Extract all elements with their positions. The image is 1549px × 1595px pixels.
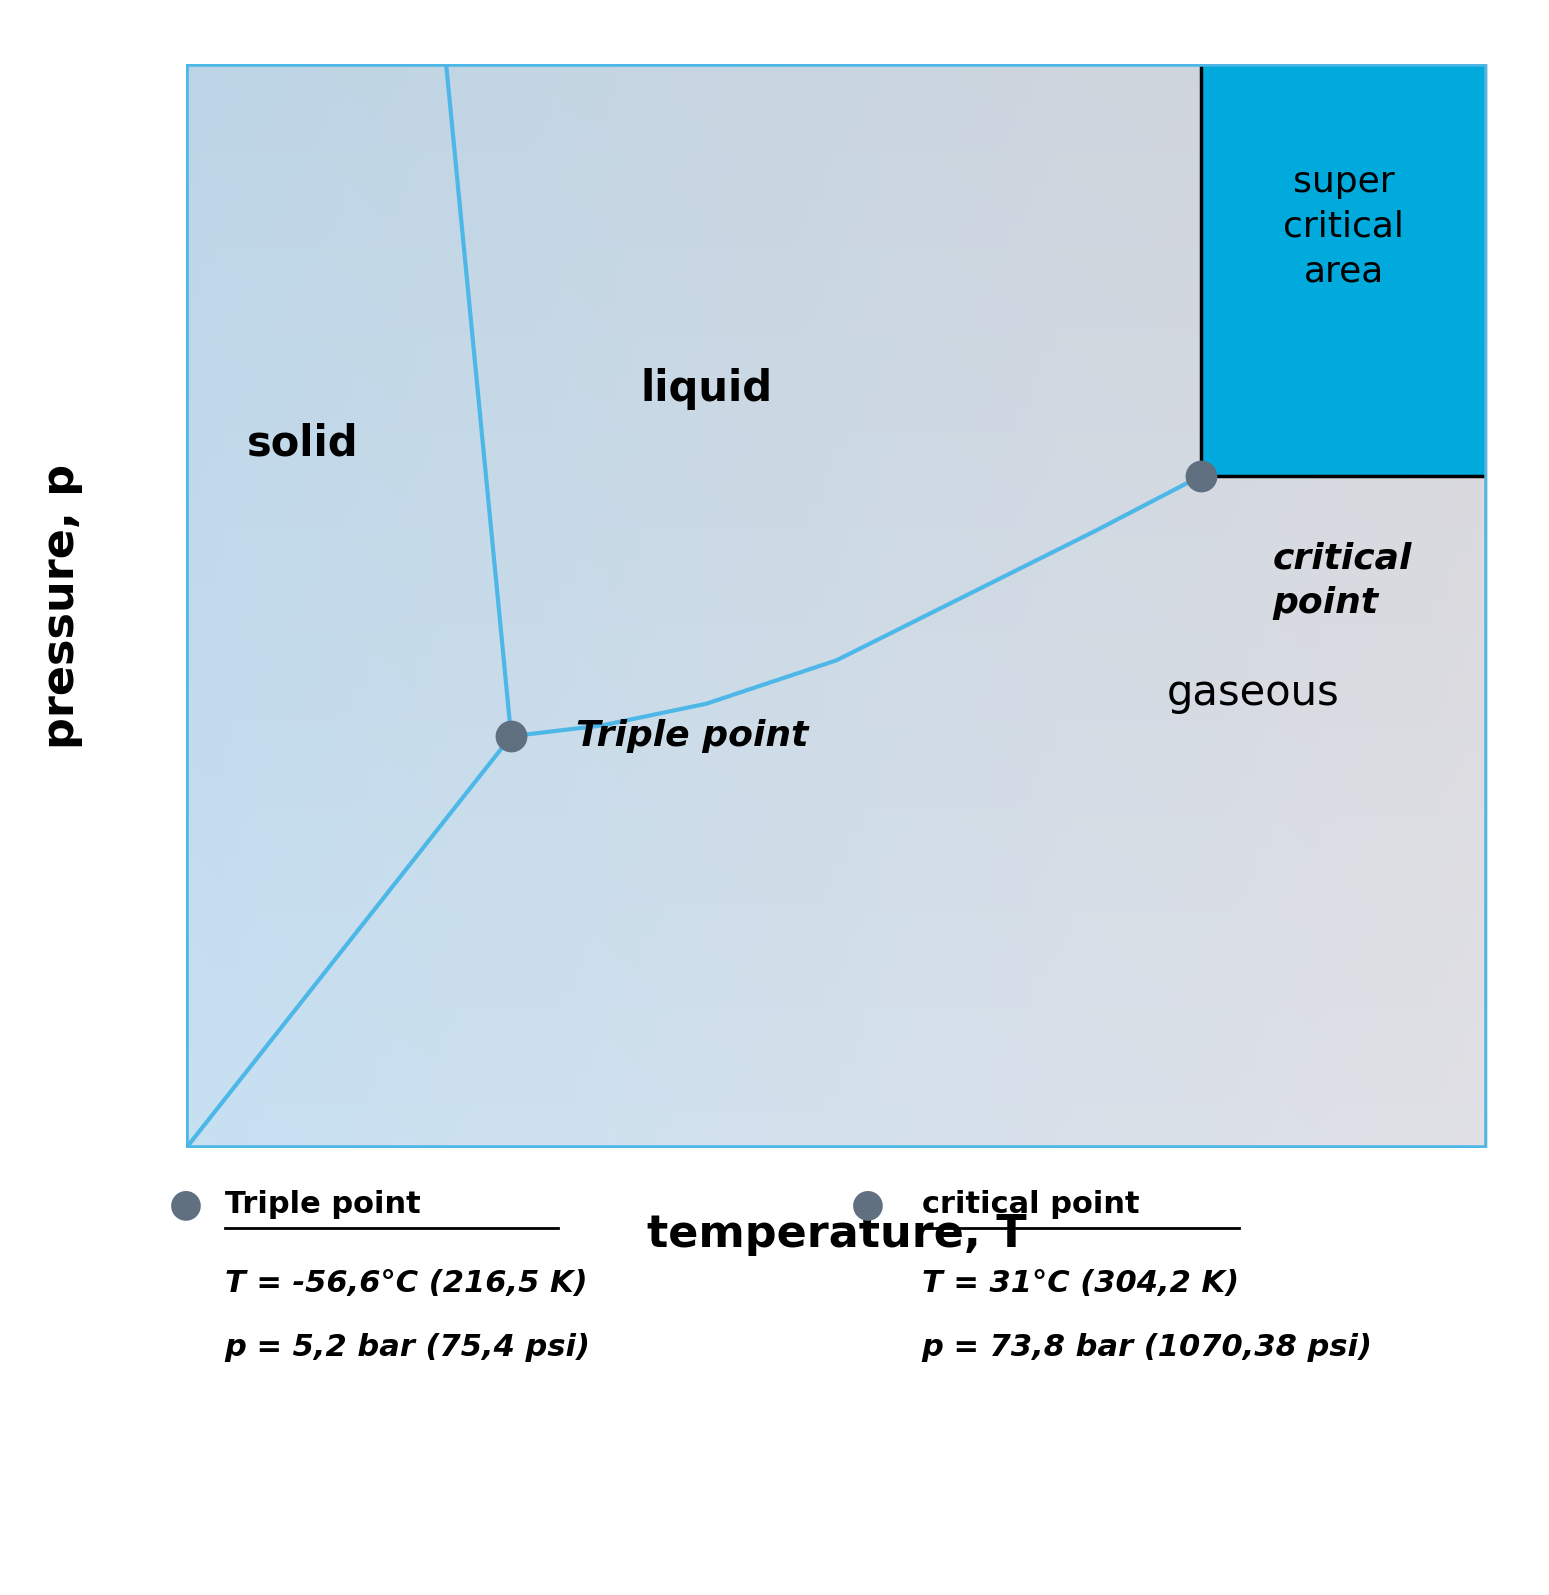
Text: solid: solid bbox=[248, 423, 359, 464]
Text: Triple point: Triple point bbox=[225, 1190, 420, 1219]
Text: p = 73,8 bar (1070,38 psi): p = 73,8 bar (1070,38 psi) bbox=[922, 1333, 1372, 1362]
Text: ●: ● bbox=[169, 1185, 203, 1223]
Point bbox=[1188, 463, 1213, 488]
Text: super
critical
area: super critical area bbox=[1284, 164, 1405, 289]
Text: critical point: critical point bbox=[922, 1190, 1139, 1219]
Text: gaseous: gaseous bbox=[1166, 671, 1340, 715]
Text: critical
point: critical point bbox=[1272, 541, 1411, 620]
Point bbox=[499, 724, 524, 750]
Text: pressure, p: pressure, p bbox=[40, 464, 84, 748]
Text: p = 5,2 bar (75,4 psi): p = 5,2 bar (75,4 psi) bbox=[225, 1333, 590, 1362]
Text: Triple point: Triple point bbox=[576, 719, 809, 753]
Text: liquid: liquid bbox=[640, 368, 773, 410]
Bar bbox=[1200, 64, 1487, 475]
Text: temperature, T: temperature, T bbox=[646, 1214, 1027, 1257]
Text: T = -56,6°C (216,5 K): T = -56,6°C (216,5 K) bbox=[225, 1270, 587, 1298]
Text: T = 31°C (304,2 K): T = 31°C (304,2 K) bbox=[922, 1270, 1239, 1298]
Text: ●: ● bbox=[850, 1185, 884, 1223]
